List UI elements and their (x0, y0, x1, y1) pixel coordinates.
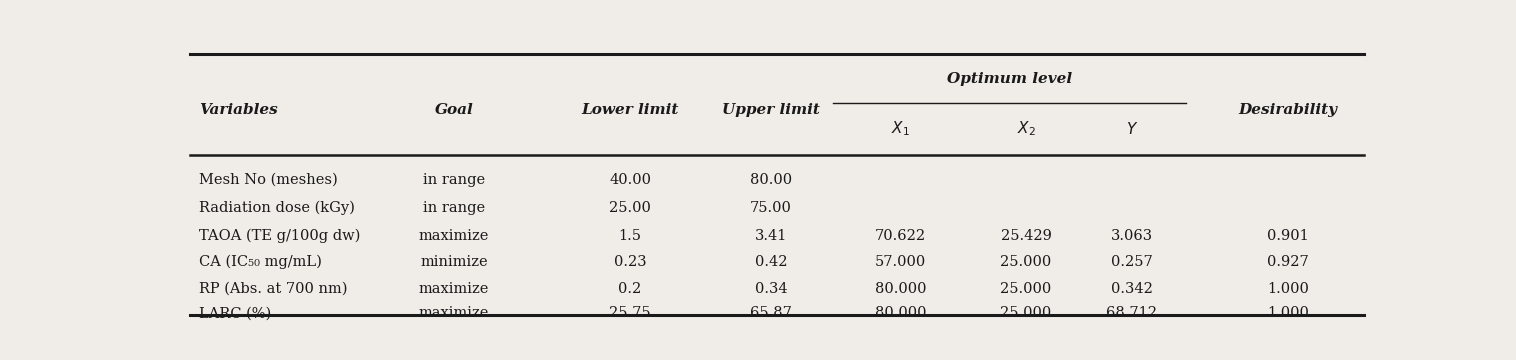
Text: in range: in range (423, 201, 485, 215)
Text: 70.622: 70.622 (875, 229, 926, 243)
Text: 0.901: 0.901 (1267, 229, 1308, 243)
Text: LARC (%): LARC (%) (199, 306, 271, 320)
Text: 57.000: 57.000 (875, 255, 926, 269)
Text: 0.23: 0.23 (614, 255, 646, 269)
Text: 1.000: 1.000 (1267, 306, 1308, 320)
Text: Optimum level: Optimum level (948, 72, 1072, 86)
Text: maximize: maximize (418, 282, 490, 296)
Text: Desirability: Desirability (1239, 103, 1337, 117)
Text: 25.000: 25.000 (1001, 306, 1052, 320)
Text: maximize: maximize (418, 229, 490, 243)
Text: 75.00: 75.00 (750, 201, 791, 215)
Text: Radiation dose (kGy): Radiation dose (kGy) (199, 201, 355, 215)
Text: Variables: Variables (199, 103, 277, 117)
Text: 0.342: 0.342 (1111, 282, 1152, 296)
Text: $\mathit{Y}$: $\mathit{Y}$ (1125, 121, 1139, 137)
Text: TAOA (TE g/100g dw): TAOA (TE g/100g dw) (199, 229, 361, 243)
Text: $\mathit{X}_{\mathit{2}}$: $\mathit{X}_{\mathit{2}}$ (1017, 120, 1035, 139)
Text: 80.00: 80.00 (750, 172, 793, 186)
Text: 25.000: 25.000 (1001, 255, 1052, 269)
Text: Mesh No (meshes): Mesh No (meshes) (199, 172, 338, 186)
Text: maximize: maximize (418, 306, 490, 320)
Text: 80.000: 80.000 (875, 282, 926, 296)
Text: 3.063: 3.063 (1111, 229, 1152, 243)
Text: 25.75: 25.75 (609, 306, 650, 320)
Text: minimize: minimize (420, 255, 488, 269)
Text: Upper limit: Upper limit (722, 103, 820, 117)
Text: 3.41: 3.41 (755, 229, 787, 243)
Text: 1.000: 1.000 (1267, 282, 1308, 296)
Text: 0.257: 0.257 (1111, 255, 1152, 269)
Text: in range: in range (423, 172, 485, 186)
Text: Lower limit: Lower limit (582, 103, 679, 117)
Text: 25.000: 25.000 (1001, 282, 1052, 296)
Text: 1.5: 1.5 (619, 229, 641, 243)
Text: CA (IC₅₀ mg/mL): CA (IC₅₀ mg/mL) (199, 255, 321, 269)
Text: Goal: Goal (435, 103, 473, 117)
Text: 0.927: 0.927 (1267, 255, 1308, 269)
Text: 25.429: 25.429 (1001, 229, 1052, 243)
Text: 0.34: 0.34 (755, 282, 787, 296)
Text: 40.00: 40.00 (609, 172, 650, 186)
Text: 0.2: 0.2 (619, 282, 641, 296)
Text: RP (Abs. at 700 nm): RP (Abs. at 700 nm) (199, 282, 347, 296)
Text: 68.712: 68.712 (1107, 306, 1157, 320)
Text: 25.00: 25.00 (609, 201, 650, 215)
Text: 80.000: 80.000 (875, 306, 926, 320)
Text: 65.87: 65.87 (750, 306, 791, 320)
Text: 0.42: 0.42 (755, 255, 787, 269)
Text: $\mathit{X}_{\mathit{1}}$: $\mathit{X}_{\mathit{1}}$ (891, 120, 910, 139)
